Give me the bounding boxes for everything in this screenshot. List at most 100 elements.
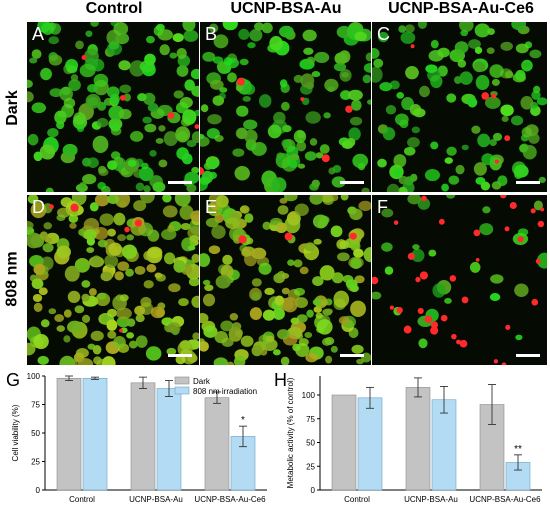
live-cell — [129, 131, 144, 142]
live-cell — [276, 152, 285, 160]
live-cell — [235, 84, 243, 92]
live-cell — [474, 46, 483, 54]
y-axis-label: Metabolic activity (% of control) — [286, 377, 295, 488]
live-cell — [514, 283, 529, 298]
scale-bar — [168, 354, 192, 357]
live-cell — [293, 259, 303, 268]
live-cell — [40, 67, 52, 81]
live-cell — [75, 40, 84, 50]
live-cell — [27, 79, 33, 89]
live-cell — [119, 84, 132, 94]
live-cell — [215, 195, 229, 208]
live-cell — [324, 78, 339, 92]
live-cell — [520, 143, 529, 152]
dead-cell — [415, 276, 421, 283]
dead-cell — [403, 325, 412, 334]
live-cell — [133, 200, 147, 212]
dead-cell — [456, 339, 461, 345]
live-cell — [67, 320, 83, 334]
live-cell — [282, 297, 298, 313]
live-cell — [457, 59, 467, 68]
live-cell — [126, 234, 135, 241]
live-cell — [354, 275, 365, 284]
x-tick-label: UCNP-BSA-Au — [404, 495, 458, 504]
live-cell — [192, 332, 199, 341]
live-cell — [477, 133, 491, 148]
live-cell — [296, 140, 307, 152]
live-cell — [320, 299, 328, 307]
panel-letter-b: B — [205, 24, 218, 44]
live-cell — [536, 252, 547, 269]
live-cell — [172, 33, 184, 43]
live-cell — [236, 105, 249, 117]
live-cell — [215, 275, 231, 289]
live-cell — [319, 215, 330, 225]
live-cell — [113, 212, 126, 226]
live-cell — [27, 195, 39, 204]
live-cell — [489, 139, 497, 147]
live-cell — [81, 280, 91, 288]
live-cell — [381, 208, 394, 218]
live-cell — [176, 65, 189, 77]
live-cell — [491, 181, 502, 190]
live-cell — [140, 195, 155, 204]
live-cell — [85, 30, 93, 37]
dead-cell — [407, 252, 415, 260]
live-cell — [233, 355, 246, 365]
live-cell — [97, 165, 107, 174]
live-cell — [336, 239, 347, 250]
column-title-control: Control — [85, 0, 143, 17]
dead-cell — [459, 339, 468, 348]
column-title-ucnp-bsa-au: UCNP-BSA-Au — [230, 0, 342, 17]
live-cell — [365, 52, 371, 62]
live-cell — [471, 125, 481, 134]
live-cell — [281, 139, 290, 148]
live-cell — [150, 306, 166, 319]
live-cell — [118, 108, 132, 120]
live-cell — [191, 131, 199, 143]
live-cell — [212, 95, 225, 106]
live-cell — [184, 171, 199, 184]
micrograph-image — [200, 195, 371, 365]
dead-cell — [504, 135, 511, 142]
dead-cell — [475, 258, 480, 262]
live-cell — [202, 51, 216, 62]
live-cell — [500, 41, 513, 51]
live-cell — [303, 47, 314, 55]
dead-cell — [451, 333, 457, 340]
live-cell — [88, 288, 97, 296]
live-cell — [338, 316, 350, 325]
live-cell — [425, 64, 438, 73]
panel-letter-f: F — [377, 197, 388, 217]
live-cell — [92, 344, 102, 355]
live-cell — [272, 349, 281, 356]
dead-cell — [119, 94, 126, 101]
live-cell — [489, 293, 501, 302]
micrograph-image — [27, 22, 199, 192]
live-cell — [247, 42, 256, 49]
live-cell — [123, 93, 131, 102]
row-title-dark: Dark — [0, 22, 26, 194]
live-cell — [145, 346, 162, 361]
live-cell — [27, 133, 39, 146]
dead-cell — [535, 258, 541, 264]
live-cell — [386, 183, 400, 192]
live-cell — [48, 36, 60, 45]
live-cell — [510, 115, 524, 126]
live-cell — [297, 163, 306, 169]
live-cell — [441, 183, 449, 192]
bar — [331, 394, 357, 491]
live-cell — [107, 195, 120, 205]
chart-letter-g: G — [6, 370, 21, 390]
live-cell — [394, 113, 409, 126]
live-cell — [214, 134, 224, 142]
live-cell — [109, 93, 120, 105]
live-cell — [59, 86, 73, 102]
dead-cell — [505, 324, 511, 330]
live-cell — [97, 292, 107, 300]
live-cell — [405, 66, 419, 80]
live-cell — [77, 358, 94, 365]
live-cell — [158, 125, 166, 132]
live-cell — [107, 308, 118, 318]
live-cell — [79, 182, 87, 189]
